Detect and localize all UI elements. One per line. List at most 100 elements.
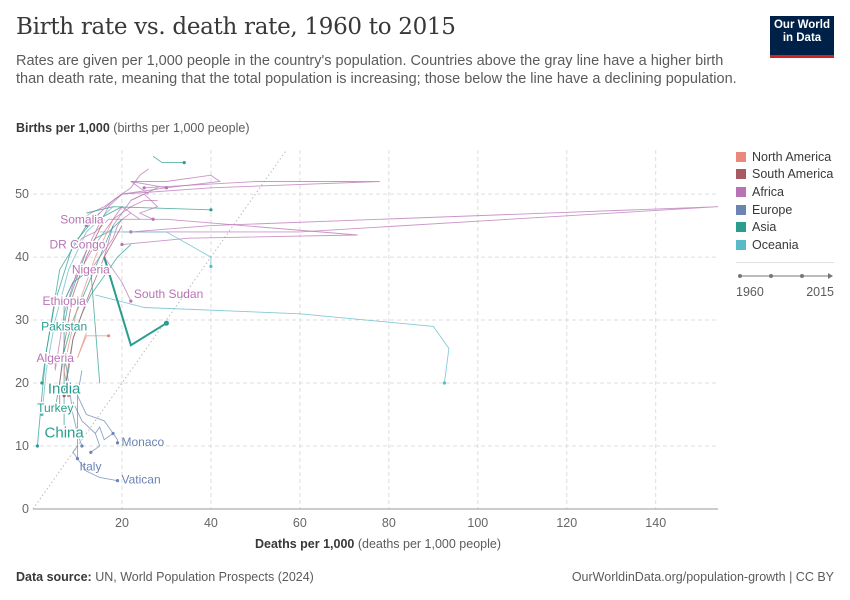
legend-item-asia[interactable]: Asia [736, 218, 833, 236]
x-axis-label-unit: (deaths per 1,000 people) [357, 537, 501, 551]
country-label[interactable]: Monaco [122, 435, 165, 449]
owid-logo[interactable]: Our World in Data [770, 16, 834, 58]
country-label[interactable]: DR Congo [48, 236, 107, 253]
timeline-slider[interactable]: 1960 2015 [736, 262, 834, 299]
x-axis-label-bold: Deaths per 1,000 [254, 537, 355, 551]
series-endpoint [151, 217, 155, 221]
y-tick-label: 30 [15, 313, 29, 327]
footer-link[interactable]: OurWorldinData.org/population-growth | C… [571, 570, 834, 584]
legend-item-europe[interactable]: Europe [736, 201, 833, 219]
series-endpoint [111, 431, 115, 436]
series-endpoint [80, 217, 84, 221]
legend-item-africa[interactable]: Africa [736, 183, 833, 201]
y-tick-label: 20 [15, 376, 29, 390]
country-label[interactable]: Vatican [122, 473, 161, 487]
series-endpoint [442, 381, 447, 385]
series-line [63, 199, 158, 302]
x-tick-label: 60 [293, 516, 307, 530]
series-line [94, 426, 118, 443]
series-endpoint [84, 223, 88, 228]
x-tick-label: 40 [204, 516, 218, 530]
series-line [63, 244, 132, 390]
series-endpoint [62, 431, 66, 436]
legend-swatch [736, 151, 746, 162]
series-line [113, 218, 358, 245]
series-endpoint [89, 450, 93, 454]
timeline-track[interactable] [736, 272, 834, 280]
series-endpoint [62, 394, 66, 398]
series-line [63, 351, 83, 447]
legend-swatch [736, 239, 746, 250]
legend-swatch [736, 222, 746, 233]
series-line [41, 212, 101, 384]
chart-subtitle: Rates are given per 1,000 people in the … [16, 53, 737, 87]
series-endpoint [129, 299, 133, 303]
country-label[interactable]: Italy [79, 460, 101, 474]
country-label[interactable]: Somalia [59, 211, 106, 228]
series-line [72, 401, 101, 453]
series-line [72, 445, 118, 482]
series-endpoint [40, 381, 44, 385]
series-endpoint [40, 412, 44, 417]
series-endpoint [182, 160, 186, 165]
series-line [95, 294, 450, 384]
y-tick-label: 50 [15, 187, 29, 201]
x-tick-label: 120 [556, 516, 577, 530]
series-endpoint [35, 444, 40, 448]
x-tick-label: 100 [467, 516, 488, 530]
series-line [130, 193, 159, 220]
series-line [63, 219, 114, 396]
chart-title: Birth rate vs. death rate, 1960 to 2015 [16, 14, 456, 40]
y-axis-label-bold: Births per 1,000 [16, 121, 110, 135]
legend-label: Europe [752, 202, 793, 217]
country-label[interactable]: Nigeria [70, 261, 111, 278]
y-axis-label: Births per 1,000 (births per 1,000 peopl… [16, 121, 249, 135]
country-label[interactable]: Turkey [36, 400, 75, 417]
series-line [63, 268, 101, 434]
x-axis-label: Deaths per 1,000 (deaths per 1,000 peopl… [0, 537, 756, 551]
series-endpoint [58, 406, 62, 410]
series-line [122, 206, 719, 233]
legend-item-south-america[interactable]: South America [736, 166, 833, 184]
series-line [152, 155, 185, 164]
series-line [59, 219, 105, 409]
series-line [36, 206, 123, 447]
data-source: Data source: UN, World Population Prospe… [16, 570, 314, 584]
legend-item-oceania[interactable]: Oceania [736, 236, 833, 254]
timeline-end: 2015 [806, 285, 834, 299]
data-source-label: Data source: [16, 570, 92, 584]
y-tick-label: 10 [15, 439, 29, 453]
legend-label: North America [752, 149, 832, 164]
series-line [99, 231, 212, 267]
x-tick-label: 20 [115, 516, 129, 530]
legend-swatch [736, 186, 746, 197]
series-line [77, 370, 114, 434]
series-line [63, 225, 123, 396]
series-endpoint [120, 242, 124, 247]
series-line [121, 181, 380, 195]
series-endpoint [75, 242, 80, 247]
y-axis-label-unit: (births per 1,000 people) [113, 121, 250, 135]
series-endpoint [142, 186, 146, 190]
series-endpoint [107, 334, 111, 338]
timeline-start: 1960 [736, 285, 764, 299]
series-endpoint [163, 320, 169, 326]
country-label[interactable]: China [43, 423, 86, 443]
country-label[interactable]: Ethiopia [41, 293, 88, 310]
series-endpoint [209, 208, 213, 212]
series-endpoint [80, 444, 84, 448]
y-tick-label: 40 [15, 250, 29, 264]
series-line [130, 174, 222, 189]
series-endpoint [209, 264, 213, 269]
legend-item-north-america[interactable]: North America [736, 148, 833, 166]
series-endpoint [66, 394, 71, 398]
country-label[interactable]: Pakistan [40, 318, 89, 335]
series-line [103, 256, 167, 347]
country-label[interactable]: India [46, 379, 82, 399]
data-source-text: UN, World Population Prospects (2024) [95, 570, 314, 584]
country-label[interactable]: South Sudan [134, 287, 203, 301]
series-line [81, 181, 167, 220]
country-label[interactable]: Algeria [35, 349, 76, 366]
legend-swatch [736, 169, 746, 180]
